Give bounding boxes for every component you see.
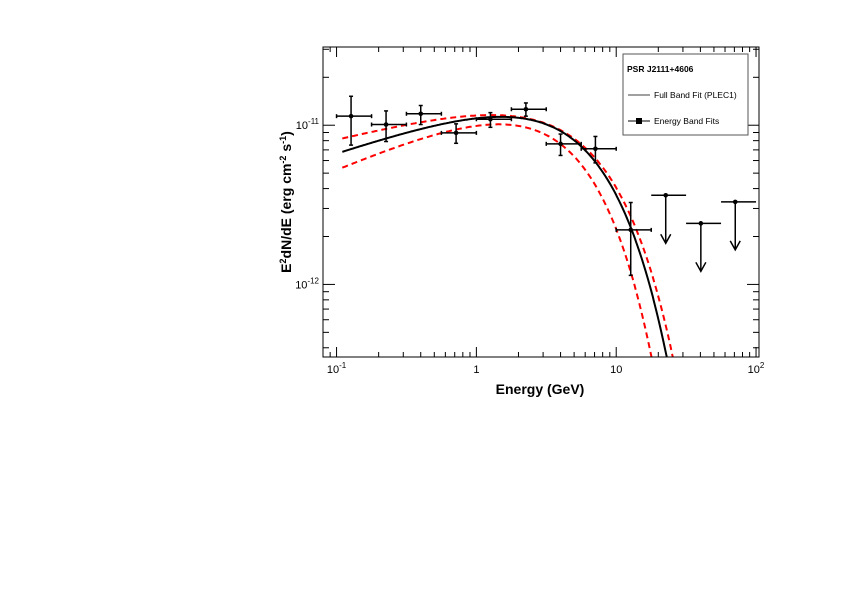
data-point	[523, 106, 529, 112]
upper-limit-point	[732, 199, 738, 205]
x-tick-label: 102	[748, 361, 765, 376]
x-tick-label: 10-1	[327, 361, 347, 376]
arrow-head	[729, 240, 741, 252]
legend-title: PSR J2111+4606	[627, 64, 694, 74]
x-axis-label: Energy (GeV)	[496, 381, 585, 397]
data-point	[383, 122, 389, 127]
y-axis-label: E2dN/dE (erg cm-2 s-1)	[278, 131, 294, 273]
legend: PSR J2111+4606 Full Band Fit (PLEC1) Ene…	[622, 53, 749, 136]
x-tick-label: 10	[610, 364, 622, 376]
data-point	[488, 116, 493, 122]
band-upper-curve	[342, 114, 675, 357]
y-tick-label: 10-12	[295, 276, 319, 291]
plot-frame	[322, 46, 760, 358]
data-point	[593, 146, 598, 152]
legend-entry-full-band: Full Band Fit (PLEC1)	[654, 90, 737, 100]
band-lower-curve	[341, 123, 654, 357]
y-tick-label: 10-11	[296, 117, 320, 132]
model-curve	[342, 115, 668, 357]
upper-limit-point	[698, 221, 704, 226]
arrow-head	[695, 261, 707, 273]
data-point	[418, 111, 424, 117]
data-point	[348, 113, 354, 119]
arrow-head	[660, 233, 672, 245]
legend-entry-energy-band: Energy Band Fits	[654, 116, 719, 126]
data-point	[628, 227, 634, 233]
x-tick-label: 1	[473, 364, 479, 376]
data-point	[558, 141, 563, 147]
data-point	[453, 130, 459, 136]
legend-marker-square	[636, 118, 642, 124]
upper-limit-point	[663, 192, 669, 198]
